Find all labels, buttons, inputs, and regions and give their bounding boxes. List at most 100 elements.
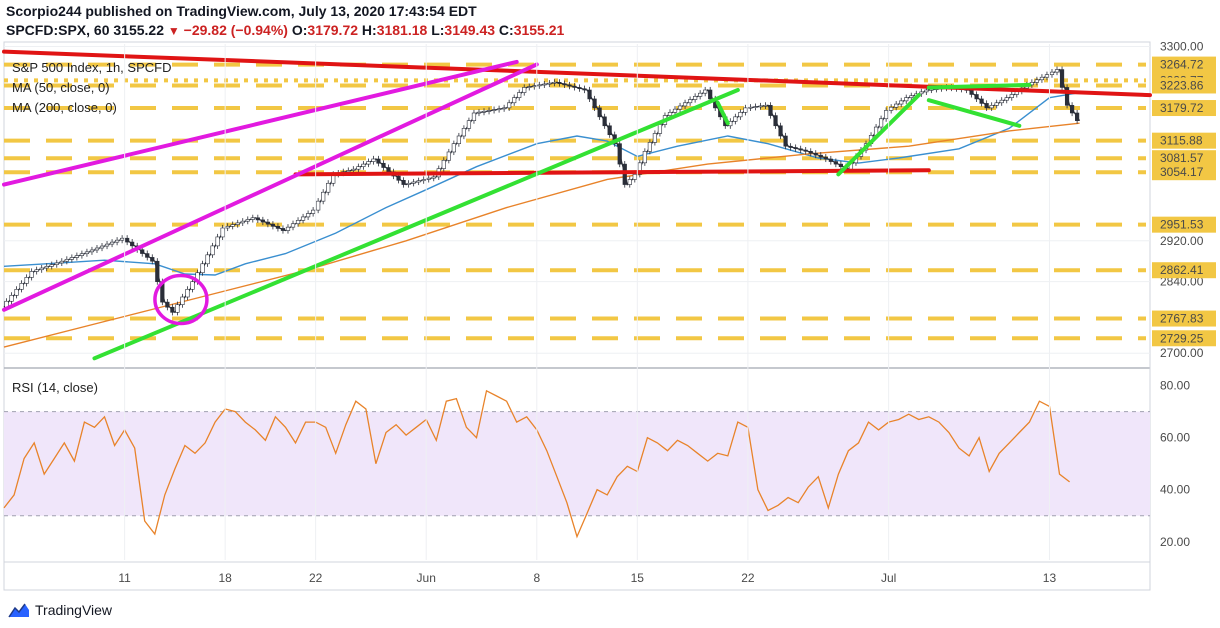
chart-title: S&P 500 Index, 1h, SPCFD [12,60,171,75]
candle-body [833,161,838,165]
level-price-label: 3081.57 [1160,151,1204,165]
level-price-tag [1152,330,1216,347]
trendline-green [926,98,1022,128]
down-arrow-icon: ▼ [167,24,180,38]
rsi-tick-label: 20.00 [1160,535,1190,549]
candle-body [693,96,698,100]
candle-body [798,148,803,151]
level-price-tag [1152,56,1216,73]
candle-body [275,225,281,229]
annotation-circle [153,273,209,326]
candle-body [24,277,29,284]
brand-name: TradingView [35,602,113,618]
candle-body [140,249,145,254]
candle-body [386,167,391,173]
candle-body [823,156,828,160]
candle-body [582,88,587,91]
candle-body [215,236,220,247]
rsi-pane: 80.00 60.00 40.00 20.00 [3,379,1190,549]
candle-body [748,106,753,109]
candle-body [647,142,652,152]
open-label: O: [291,22,308,38]
candle-body [622,163,627,185]
candle-body [627,179,632,185]
candle-body [828,158,833,162]
candle-body [682,102,688,107]
candle-body [999,99,1004,104]
time-tick-label: 18 [218,571,232,585]
candle-body [220,227,225,238]
publisher-line: Scorpio244 published on TradingView.com,… [6,3,477,19]
candle-body [471,112,477,121]
candle-body [486,110,492,112]
candle-body [34,269,39,272]
level-price-label: 3264.72 [1160,58,1204,72]
price-tick-label: 2920.00 [1160,234,1204,248]
open-value: 3179.72 [307,22,359,38]
candle-body [708,89,713,100]
candle-body [150,257,155,262]
tradingview-brand[interactable]: TradingView [8,602,112,618]
candle-body [537,84,542,87]
candle-body [39,267,44,271]
candle-body [230,224,235,227]
candle-body [617,143,622,165]
candle-body [205,254,210,265]
candle-body [260,219,265,223]
candle-body [577,87,582,90]
time-tick-label: 22 [309,571,323,585]
level-price-tag [1152,164,1216,181]
candle-body [1009,94,1014,98]
candle-body [657,124,663,134]
trendline-red [293,168,931,177]
candle-body [94,247,100,251]
legend-ma50: MA (50, close, 0) [12,80,110,95]
candle-body [698,92,703,97]
candle-body [145,253,150,258]
candle-body [597,107,602,118]
candle-body [200,263,205,274]
level-price-label: 2767.83 [1160,312,1204,326]
candle-body [838,163,843,167]
candle-body [250,217,255,220]
candle-body [491,109,497,111]
level-price-tag [1152,216,1216,233]
candle-body [361,163,366,167]
candle-body [924,89,929,93]
rsi-tick-label: 80.00 [1160,379,1190,393]
candle-body [637,162,642,175]
candle-body [175,304,180,313]
ma200-line [3,122,1080,348]
candle-body [89,249,95,253]
candle-body [265,221,270,225]
candle-body [512,97,517,104]
rsi-band [4,411,1150,516]
last-price: 3155.22 [113,22,164,38]
candle-body [793,147,798,150]
trendline-magenta [2,59,519,187]
candle-body [326,182,331,193]
candle-body [753,106,758,108]
candle-body [49,264,54,267]
time-tick-label: Jul [881,571,896,585]
candle-body [1069,105,1075,114]
level-price-label: 2951.53 [1160,218,1204,232]
candle-body [255,217,260,221]
candle-body [69,257,74,260]
level-price-label: 3223.86 [1160,78,1204,92]
candle-body [783,135,788,147]
candle-body [165,301,170,308]
price-pane: 3300.002920.002840.002700.003264.723233.… [2,40,1216,361]
candle-body [19,283,24,290]
candle-body [185,289,190,298]
rsi-tick-label: 40.00 [1160,483,1190,497]
ma50-line [3,91,1080,276]
candle-body [1049,71,1055,75]
time-tick-label: 13 [1043,571,1057,585]
candle-body [979,98,984,104]
candle-body [476,111,482,114]
candle-body [667,112,673,116]
candle-body [703,89,708,94]
candle-body [884,110,889,120]
